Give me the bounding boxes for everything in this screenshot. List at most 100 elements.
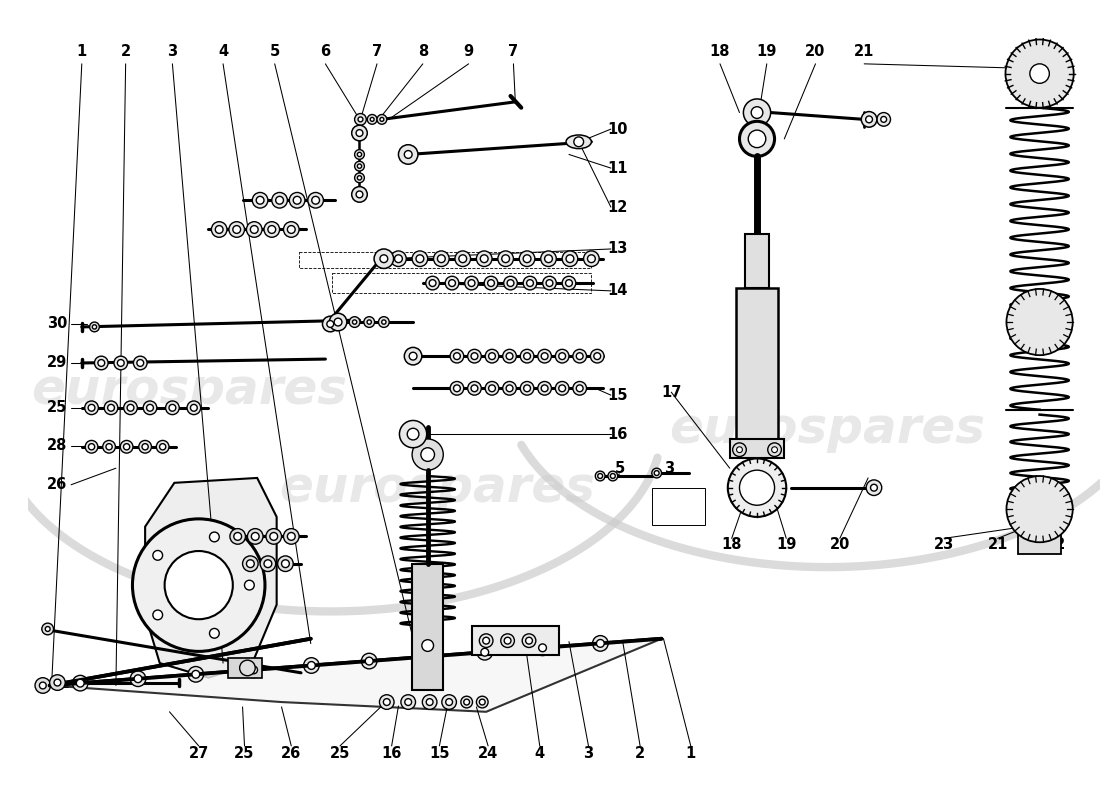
Circle shape — [134, 675, 142, 682]
Circle shape — [748, 130, 766, 148]
Circle shape — [229, 222, 244, 238]
Circle shape — [429, 280, 436, 286]
Circle shape — [522, 634, 536, 647]
Circle shape — [487, 280, 494, 286]
Circle shape — [166, 401, 179, 414]
Circle shape — [120, 441, 133, 453]
Ellipse shape — [881, 117, 887, 122]
Text: 7: 7 — [372, 44, 382, 58]
Circle shape — [294, 196, 301, 204]
Circle shape — [539, 644, 547, 652]
Circle shape — [455, 251, 471, 266]
Circle shape — [503, 382, 516, 395]
Circle shape — [751, 106, 763, 118]
Circle shape — [594, 353, 601, 359]
Circle shape — [188, 666, 204, 682]
Text: 26: 26 — [282, 746, 301, 761]
Circle shape — [405, 347, 421, 365]
Circle shape — [768, 443, 781, 457]
Circle shape — [244, 580, 254, 590]
Circle shape — [287, 226, 295, 234]
Circle shape — [287, 533, 295, 540]
Circle shape — [596, 639, 604, 647]
Circle shape — [524, 385, 530, 392]
Circle shape — [390, 251, 406, 266]
Ellipse shape — [597, 474, 603, 478]
Circle shape — [251, 533, 260, 540]
Circle shape — [352, 186, 367, 202]
Circle shape — [304, 658, 319, 674]
Circle shape — [566, 255, 574, 262]
Circle shape — [477, 645, 493, 660]
Circle shape — [556, 382, 569, 395]
Text: 19: 19 — [777, 537, 796, 552]
Ellipse shape — [654, 470, 659, 475]
Circle shape — [76, 679, 84, 687]
Ellipse shape — [866, 480, 882, 495]
Circle shape — [395, 255, 403, 262]
Text: 27: 27 — [188, 746, 209, 761]
Circle shape — [1006, 476, 1072, 542]
Ellipse shape — [352, 320, 356, 324]
Circle shape — [123, 444, 130, 450]
Circle shape — [95, 356, 108, 370]
Text: 23: 23 — [934, 537, 954, 552]
Circle shape — [446, 276, 459, 290]
Circle shape — [130, 671, 146, 686]
Circle shape — [866, 116, 872, 122]
Circle shape — [73, 675, 88, 691]
Circle shape — [268, 226, 276, 234]
Circle shape — [246, 222, 262, 238]
Circle shape — [573, 382, 586, 395]
Text: 1: 1 — [77, 44, 87, 58]
Text: 9: 9 — [463, 44, 474, 58]
Circle shape — [132, 519, 265, 651]
Circle shape — [240, 660, 255, 676]
Circle shape — [520, 350, 534, 363]
Ellipse shape — [42, 623, 54, 635]
Text: 10: 10 — [607, 122, 628, 137]
Circle shape — [541, 251, 557, 266]
Text: 22: 22 — [1046, 537, 1066, 552]
Text: eurospares: eurospares — [279, 464, 595, 512]
Text: 25: 25 — [330, 746, 350, 761]
Circle shape — [861, 111, 877, 127]
Circle shape — [209, 532, 219, 542]
Circle shape — [739, 470, 774, 506]
Text: 5: 5 — [615, 461, 625, 476]
Text: 3: 3 — [583, 746, 594, 761]
Ellipse shape — [92, 325, 97, 329]
Circle shape — [426, 276, 439, 290]
Text: eurospares: eurospares — [669, 406, 986, 454]
Text: 17: 17 — [661, 385, 682, 400]
Text: 15: 15 — [607, 388, 628, 402]
Ellipse shape — [358, 176, 362, 180]
Circle shape — [362, 654, 377, 669]
Circle shape — [502, 255, 509, 262]
Circle shape — [574, 137, 584, 146]
Ellipse shape — [566, 135, 592, 149]
Circle shape — [248, 529, 263, 544]
Circle shape — [187, 401, 200, 414]
Text: 30: 30 — [47, 317, 67, 331]
Bar — [472, 626, 559, 655]
Circle shape — [433, 251, 449, 266]
Circle shape — [405, 150, 412, 158]
Circle shape — [446, 698, 452, 706]
Circle shape — [260, 556, 276, 571]
Circle shape — [426, 698, 433, 706]
Ellipse shape — [358, 117, 363, 122]
Ellipse shape — [877, 113, 891, 126]
Circle shape — [542, 276, 557, 290]
Circle shape — [246, 560, 254, 567]
Circle shape — [169, 404, 176, 411]
Bar — [746, 234, 769, 288]
Text: 18: 18 — [710, 44, 730, 58]
Circle shape — [421, 640, 433, 651]
Circle shape — [503, 350, 516, 363]
Circle shape — [234, 533, 242, 540]
Bar — [736, 288, 779, 439]
Bar — [1019, 526, 1062, 554]
Ellipse shape — [379, 118, 384, 122]
Circle shape — [562, 276, 575, 290]
